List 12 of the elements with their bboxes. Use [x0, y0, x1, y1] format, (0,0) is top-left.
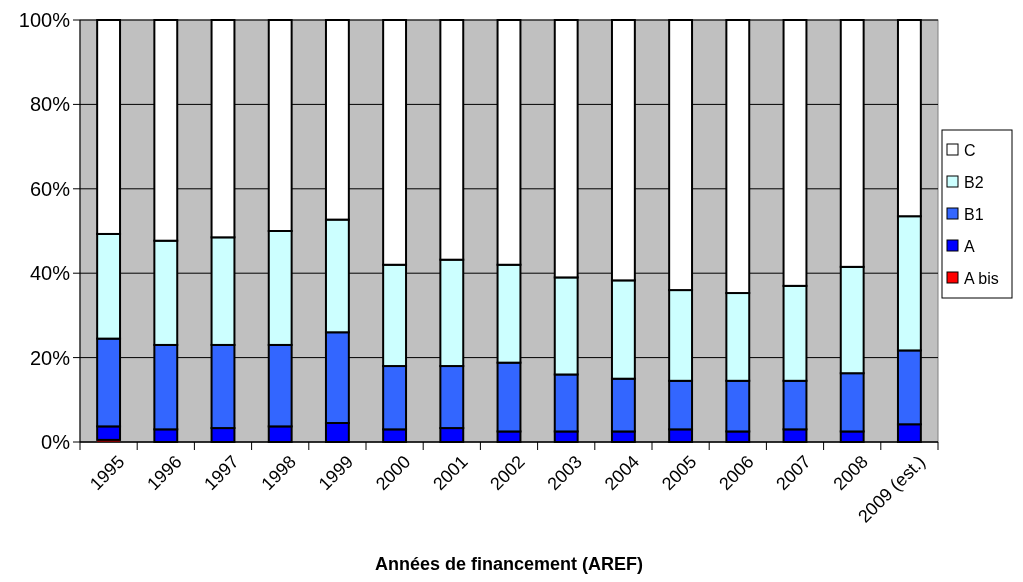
legend-label: B1 — [964, 205, 984, 223]
legend-label: A bis — [964, 269, 999, 287]
y-tick-label: 60% — [29, 177, 71, 200]
legend-label: A — [964, 237, 975, 255]
y-tick-label: 20% — [29, 346, 71, 369]
x-axis-title: Années de financement (AREF) — [374, 554, 644, 574]
y-tick-label: 0% — [41, 431, 71, 453]
legend-label: B2 — [964, 173, 984, 191]
y-tick-label: 80% — [29, 93, 71, 116]
y-tick-label: 40% — [29, 262, 71, 285]
legend-label: C — [964, 141, 976, 159]
y-tick-label: 100% — [18, 9, 71, 31]
